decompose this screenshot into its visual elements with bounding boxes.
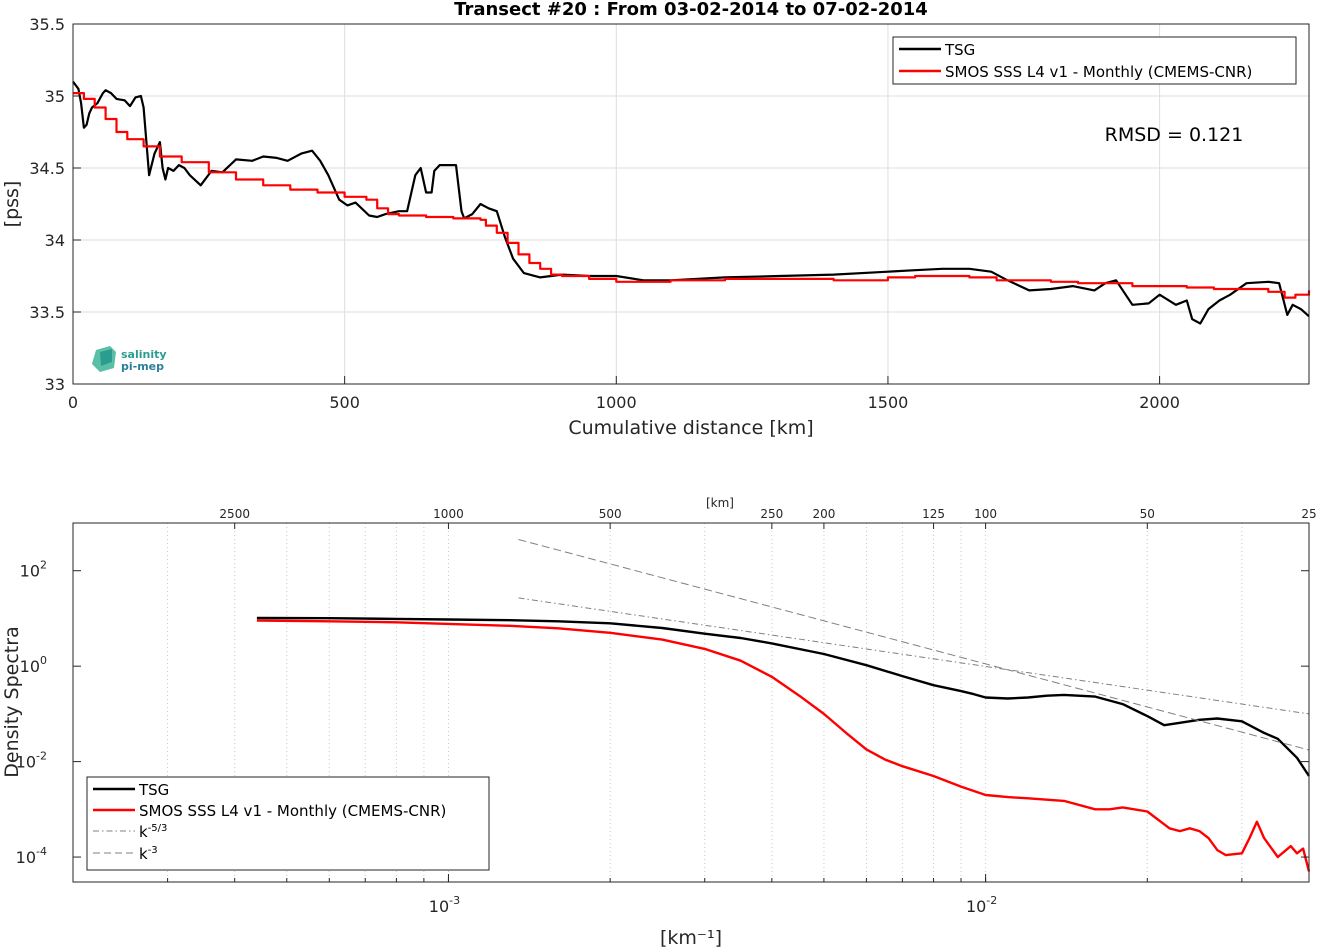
bottom-top-tick-label: 25 <box>1301 507 1316 521</box>
bottom-series <box>256 539 1311 872</box>
bottom-top-tick-label: 250 <box>760 507 783 521</box>
top-chart-title: Transect #20 : From 03-02-2014 to 07-02-… <box>454 0 928 20</box>
bottom-y-tick-exponent: -2 <box>36 750 47 763</box>
bottom-y-tick-label: 102 <box>20 559 47 581</box>
bottom-y-tick-label: 100 <box>20 654 47 676</box>
bottom-legend-k3-base: k <box>139 845 148 863</box>
top-legend: TSG SMOS SSS L4 v1 - Monthly (CMEMS-CNR) <box>892 36 1297 85</box>
bottom-top-tick-label: 100 <box>974 507 997 521</box>
bottom-k3-reference-line <box>518 539 1310 751</box>
bottom-y-tick-exponent: 2 <box>40 559 47 572</box>
bottom-top-tick-label: 500 <box>599 507 622 521</box>
bottom-legend-k53-label: k-5/3 <box>139 823 167 841</box>
top-y-tick-label: 34 <box>45 231 65 250</box>
bottom-y-axis-label: Density Spectra <box>1 626 23 777</box>
bottom-tsg-line <box>256 616 1311 777</box>
bottom-legend-smos-label: SMOS SSS L4 v1 - Monthly (CMEMS-CNR) <box>139 802 446 820</box>
bottom-y-tick-base: 10 <box>20 657 40 676</box>
bottom-top-tick-label: 50 <box>1140 507 1155 521</box>
top-y-tick-label: 35.5 <box>29 15 65 34</box>
bottom-y-tick-base: 10 <box>16 848 36 867</box>
bottom-x-tick-label: 10-3 <box>429 894 460 916</box>
top-y-tick-label: 34.5 <box>29 159 65 178</box>
bottom-top-axis-ticks: 2500 1000 500 250 200 125 100 50 25 <box>219 507 1317 529</box>
logo-line1: salinity <box>121 348 167 361</box>
bottom-legend-k53-base: k <box>139 823 148 841</box>
top-x-tick-label: 500 <box>329 393 360 412</box>
bottom-legend-k53-exponent: -5/3 <box>148 823 168 834</box>
top-legend-box <box>892 36 1297 85</box>
top-y-ticks: 33 33.5 34 34.5 35 35.5 <box>29 15 81 394</box>
bottom-legend-box <box>86 776 490 871</box>
top-y-tick-label: 33.5 <box>29 303 65 322</box>
top-tsg-line <box>72 80 1310 325</box>
top-legend-tsg-label: TSG <box>944 41 975 59</box>
top-series <box>72 80 1311 325</box>
bottom-legend-k3-label: k-3 <box>139 845 158 863</box>
top-y-axis-label: [pss] <box>1 181 23 228</box>
bottom-x-ticks: 10-3 10-2 <box>72 874 1310 916</box>
bottom-y-tick-base: 10 <box>16 753 36 772</box>
bottom-legend: TSG SMOS SSS L4 v1 - Monthly (CMEMS-CNR)… <box>86 776 490 871</box>
top-legend-smos-label: SMOS SSS L4 v1 - Monthly (CMEMS-CNR) <box>945 63 1252 81</box>
bottom-y-tick-base: 10 <box>20 562 40 581</box>
logo-cube-face-icon <box>100 349 112 366</box>
top-y-tick-label: 35 <box>45 87 65 106</box>
top-x-tick-label: 0 <box>68 393 78 412</box>
bottom-x-tick-exponent: -3 <box>449 894 460 907</box>
top-x-tick-label: 1500 <box>868 393 909 412</box>
bottom-y-tick-exponent: -4 <box>36 845 47 858</box>
bottom-legend-k3-exponent: -3 <box>148 845 158 856</box>
top-axis-unit-label: [km] <box>706 496 734 510</box>
bottom-y-tick-exponent: 0 <box>40 654 47 667</box>
bottom-smos-line <box>256 619 1311 872</box>
bottom-x-tick-label: 10-2 <box>966 894 997 916</box>
logo-line2: pi-mep <box>121 360 164 373</box>
rmsd-annotation: RMSD = 0.121 <box>1105 124 1244 146</box>
bottom-x-tick-base: 10 <box>966 897 986 916</box>
bottom-x-tick-exponent: -2 <box>986 894 997 907</box>
salinity-transect-chart: 0 500 1000 1500 2000 33 33.5 34 34.5 35 35.5 Tran… <box>1 0 1311 439</box>
top-smos-line <box>73 92 1311 299</box>
bottom-top-tick-label: 1000 <box>433 507 464 521</box>
bottom-axes-box <box>72 522 1310 883</box>
top-x-ticks: 0 500 1000 1500 2000 <box>68 376 1180 412</box>
bottom-top-tick-label: 2500 <box>219 507 250 521</box>
bottom-y-tick-label: 10-2 <box>16 750 47 772</box>
top-y-tick-label: 33 <box>45 375 65 394</box>
bottom-top-tick-label: 200 <box>812 507 835 521</box>
bottom-legend-tsg-label: TSG <box>138 781 169 799</box>
bottom-top-tick-label: 125 <box>922 507 945 521</box>
bottom-k53-reference-line <box>518 597 1310 715</box>
top-axes-box <box>72 23 1310 385</box>
bottom-x-tick-base: 10 <box>429 897 449 916</box>
bottom-y-tick-label: 10-4 <box>16 845 47 867</box>
top-x-tick-label: 2000 <box>1139 393 1180 412</box>
top-x-tick-label: 1000 <box>596 393 637 412</box>
salinity-pi-mep-logo: salinity pi-mep <box>92 346 167 373</box>
top-x-axis-label: Cumulative distance [km] <box>568 417 813 439</box>
bottom-x-axis-label: [km⁻¹] <box>660 927 722 948</box>
